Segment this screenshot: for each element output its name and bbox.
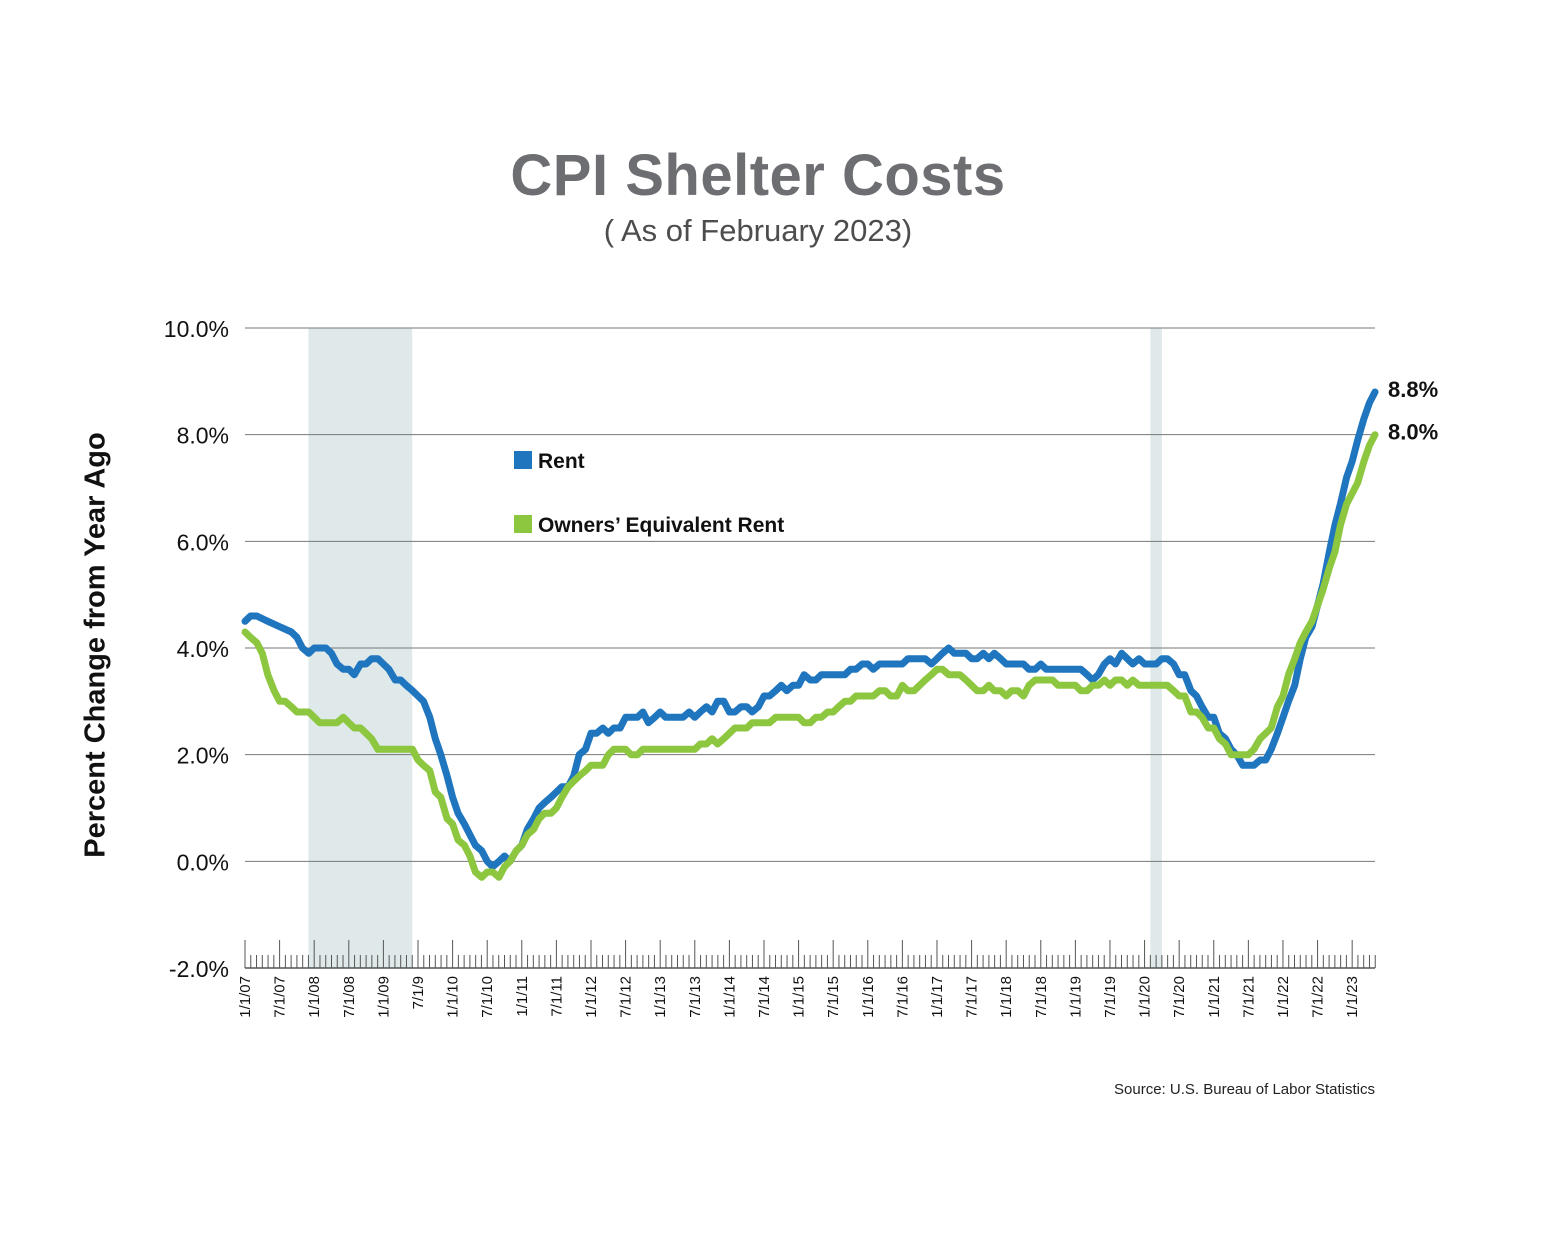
x-tick-label: 7/1/12 (618, 976, 635, 1018)
x-tick-label: 7/1/9 (410, 976, 427, 1009)
y-tick-label: 0.0% (177, 849, 229, 875)
x-tick-label: 1/1/16 (860, 976, 877, 1018)
x-tick-label: 7/1/17 (964, 976, 981, 1018)
x-tick-label: 1/1/12 (583, 976, 600, 1018)
x-tick-label: 1/1/10 (445, 976, 462, 1018)
x-tick-label: 7/1/08 (341, 976, 358, 1018)
rent-end-label: 8.8% (1388, 377, 1438, 402)
x-tick-label: 1/1/21 (1206, 976, 1223, 1018)
x-tick-label: 7/1/13 (687, 976, 704, 1018)
chart-title: CPI Shelter Costs (510, 143, 1006, 208)
x-tick-label: 1/1/14 (721, 976, 738, 1018)
x-tick-label: 7/1/20 (1171, 976, 1188, 1018)
source-note: Source: U.S. Bureau of Labor Statistics (1114, 1081, 1375, 1098)
x-tick-label: 1/1/23 (1344, 976, 1361, 1018)
oer-end-label: 8.0% (1388, 420, 1438, 445)
x-tick-label: 1/1/18 (998, 976, 1015, 1018)
legend-label-rent: Rent (538, 450, 585, 473)
y-tick-label: 6.0% (177, 529, 229, 555)
legend-swatch-rent (514, 451, 532, 469)
x-tick-label: 7/1/15 (825, 976, 842, 1018)
x-tick-label: 1/1/11 (514, 976, 531, 1017)
x-tick-label: 7/1/16 (894, 976, 911, 1018)
y-tick-label: -2.0% (169, 956, 229, 982)
x-tick-label: 7/1/07 (272, 976, 289, 1018)
y-tick-label: 8.0% (177, 423, 229, 449)
x-tick-label: 7/1/10 (479, 976, 496, 1018)
x-tick-label: 7/1/19 (1102, 976, 1119, 1018)
x-tick-label: 1/1/09 (375, 976, 392, 1018)
x-tick-label: 7/1/21 (1240, 976, 1257, 1018)
x-tick-label: 1/1/15 (791, 976, 808, 1018)
legend-group: Rent Owners’ Equivalent Rent (514, 450, 784, 537)
x-tick-label: 1/1/19 (1067, 976, 1084, 1018)
x-tick-label: 7/1/14 (756, 976, 773, 1018)
x-tick-label: 1/1/20 (1137, 976, 1154, 1018)
x-tick-label: 1/1/08 (306, 976, 323, 1018)
y-tick-labels-group: 10.0% 8.0% 6.0% 4.0% 2.0% 0.0% -2.0% (164, 316, 229, 982)
y-tick-label: 10.0% (164, 316, 229, 342)
oer-series-line (241, 431, 1379, 881)
grid-lines-group (245, 327, 1375, 862)
legend-label-oer: Owners’ Equivalent Rent (538, 514, 784, 537)
x-tick-label: 1/1/13 (652, 976, 669, 1018)
x-tick-label: 1/1/22 (1275, 976, 1292, 1018)
x-tick-label: 7/1/22 (1310, 976, 1327, 1018)
x-tick-label: 1/1/07 (237, 976, 254, 1018)
x-tick-label: 7/1/11 (548, 976, 565, 1017)
y-tick-label: 2.0% (177, 743, 229, 769)
series-group (241, 388, 1379, 881)
chart-subtitle: ( As of February 2023) (603, 213, 913, 248)
x-axis-group: 1/1/07 7/1/07 1/1/08 7/1/08 1/1/09 7/1/9 1/1/1… (237, 940, 1376, 1018)
rent-series-line (241, 388, 1379, 871)
end-labels-group: 8.8% 8.0% (1388, 377, 1438, 445)
legend-swatch-oer (514, 515, 532, 533)
x-tick-label: 7/1/18 (1033, 976, 1050, 1018)
x-tick-label: 1/1/17 (929, 976, 946, 1018)
y-tick-label: 4.0% (177, 636, 229, 662)
